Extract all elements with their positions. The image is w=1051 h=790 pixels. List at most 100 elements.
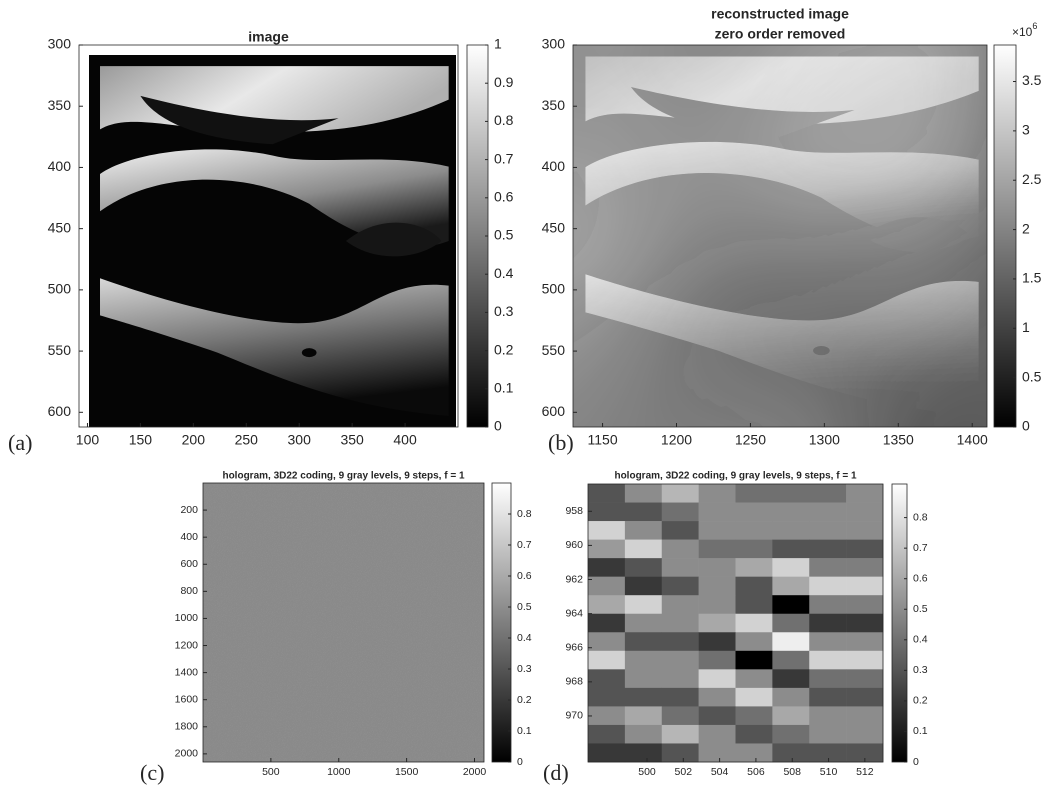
axes-frame xyxy=(78,44,459,428)
y-tick-label: 450 xyxy=(48,219,72,235)
grid-cell xyxy=(588,743,626,763)
x-tick-label: 506 xyxy=(747,766,765,778)
axes-frame xyxy=(572,44,988,428)
y-tick-label: 400 xyxy=(48,158,72,174)
x-tick-label: 1350 xyxy=(883,432,914,448)
grid-cell xyxy=(698,539,736,559)
colorbar xyxy=(491,482,512,763)
grid-cell xyxy=(661,650,699,670)
grid-cell xyxy=(624,576,663,596)
grid-cell xyxy=(846,521,884,540)
grid-cell xyxy=(624,539,663,559)
grid-cell xyxy=(588,706,626,726)
grid-cell xyxy=(588,521,626,540)
grid-cell xyxy=(588,595,626,615)
grid-cell xyxy=(735,576,773,596)
y-tick-label: 1200 xyxy=(175,639,199,651)
x-tick-label: 508 xyxy=(783,766,801,778)
colorbar-tick-label: 3 xyxy=(1022,122,1030,138)
y-tick-label: 1600 xyxy=(175,693,199,705)
panel-label: (d) xyxy=(543,760,569,785)
y-tick-label: 960 xyxy=(565,539,583,551)
grid-cell xyxy=(588,484,626,503)
dune xyxy=(585,274,979,416)
grid-cell xyxy=(735,743,773,763)
grid-cell xyxy=(846,650,884,670)
grid-cell xyxy=(588,613,626,633)
colorbar-tick-label: 0.4 xyxy=(913,634,928,646)
x-tick-label: 1300 xyxy=(809,432,840,448)
x-tick-label: 1150 xyxy=(588,432,618,448)
y-tick-label: 964 xyxy=(565,607,583,619)
panel-label: (c) xyxy=(140,760,164,785)
colorbar-tick-label: 0.9 xyxy=(494,74,514,90)
grid-cell xyxy=(624,632,663,652)
colorbar-tick-label: 1.5 xyxy=(1022,270,1042,286)
grid-cell xyxy=(772,687,810,707)
grid-cell xyxy=(588,669,626,689)
grid-cell xyxy=(772,613,810,633)
y-tick-label: 450 xyxy=(542,219,566,235)
grid-cell xyxy=(661,706,699,726)
colorbar-tick-label: 0.7 xyxy=(517,539,532,551)
grid-cell xyxy=(809,521,847,540)
image-content xyxy=(573,45,987,427)
grid-cell xyxy=(809,650,847,670)
y-tick-label: 600 xyxy=(542,403,566,419)
grid-cell xyxy=(772,650,810,670)
panel: 100 150 200 250 300 350 400 300 350 400 450 500 550 6… xyxy=(8,29,514,455)
grid-cell xyxy=(661,595,699,615)
x-tick-label: 1000 xyxy=(327,766,351,778)
grid-cell xyxy=(624,687,663,707)
x-tick-label: 300 xyxy=(288,432,312,448)
colorbar-tick-label: 1 xyxy=(1022,319,1030,335)
grid-cell xyxy=(698,669,736,689)
grid-cell xyxy=(772,632,810,652)
grid-cell xyxy=(772,576,810,596)
colorbar-tick-label: 0.1 xyxy=(494,380,514,396)
grid-cell xyxy=(624,595,663,615)
grid-cell xyxy=(624,558,663,577)
colorbar-tick-label: 0.7 xyxy=(494,150,514,166)
colorbar-tick-label: 0.8 xyxy=(913,511,928,523)
x-tick-label: 500 xyxy=(638,766,656,778)
grid-cell xyxy=(772,595,810,615)
colorbar xyxy=(993,44,1017,428)
panel-label: (b) xyxy=(548,430,574,455)
colorbar-tick-label: 0.6 xyxy=(494,189,514,205)
colorbar-tick-label: 0.1 xyxy=(913,725,928,737)
grid-cell xyxy=(661,743,699,763)
dune-hollow xyxy=(345,222,442,257)
axes-frame xyxy=(587,483,884,763)
x-tick-label: 100 xyxy=(76,432,100,448)
grid-cell xyxy=(698,502,736,522)
grid-cell xyxy=(772,669,810,689)
grid-cell xyxy=(846,706,884,726)
colorbar-tick-label: 0.8 xyxy=(494,112,514,128)
dune xyxy=(585,141,979,242)
y-tick-label: 550 xyxy=(542,342,566,358)
grid-cell xyxy=(735,687,773,707)
grid-cell xyxy=(809,502,847,522)
colorbar-tick-label: 1 xyxy=(494,36,502,52)
x-tick-label: 250 xyxy=(235,432,259,448)
colorbar-tick-label: 0.3 xyxy=(517,663,532,675)
panel-title: hologram, 3D22 coding, 9 gray levels, 9 … xyxy=(614,471,856,482)
grid-cell xyxy=(661,632,699,652)
y-tick-label: 966 xyxy=(565,642,583,654)
colorbar-tick-label: 0.8 xyxy=(517,508,532,520)
dune xyxy=(100,149,449,247)
x-tick-label: 200 xyxy=(182,432,206,448)
grid-cell xyxy=(698,706,736,726)
x-tick-label: 1500 xyxy=(395,766,419,778)
grid-cell xyxy=(698,724,736,744)
grid-cell xyxy=(661,576,699,596)
grid-cell xyxy=(809,687,847,707)
grid-cell xyxy=(809,669,847,689)
y-tick-label: 970 xyxy=(565,710,583,722)
colorbar-tick-label: 0.5 xyxy=(517,601,532,613)
grid-cell xyxy=(772,558,810,577)
grid-cell xyxy=(735,613,773,633)
colorbar xyxy=(466,44,489,428)
